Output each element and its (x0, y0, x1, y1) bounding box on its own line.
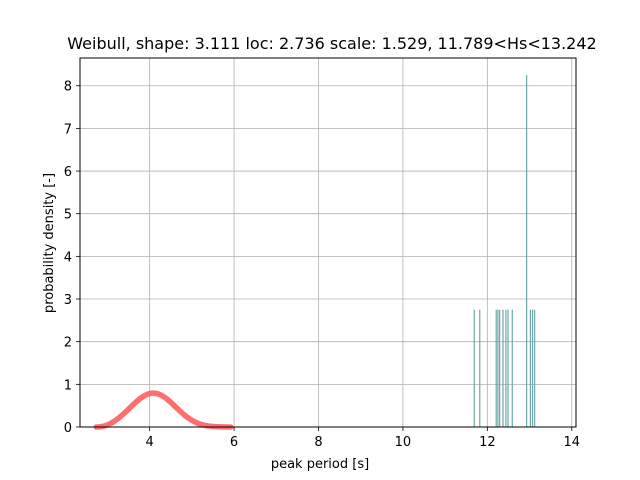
histogram-bar (498, 309, 501, 427)
histogram-bar (526, 75, 528, 427)
grid-lines (80, 58, 576, 428)
histogram-bar (497, 309, 499, 427)
histogram-bar (511, 309, 513, 427)
y-tick-label: 1 (64, 378, 72, 393)
y-tick-label: 0 (64, 421, 72, 436)
x-tick-label: 4 (146, 435, 154, 450)
x-tick-label: 10 (395, 435, 412, 450)
x-axis-ticks: 4 6 8 10 12 14 (146, 427, 581, 450)
histogram-bar (534, 309, 536, 427)
plot-frame (79, 57, 577, 428)
x-tick-label: 14 (564, 435, 581, 450)
histogram-bar (507, 309, 509, 427)
y-axis-ticks: 0 1 2 3 4 5 6 7 8 (64, 80, 80, 436)
y-tick-label: 4 (64, 250, 72, 265)
y-axis-label: probability density [-] (42, 173, 57, 313)
chart-title: Weibull, shape: 3.111 loc: 2.736 scale: … (67, 34, 596, 53)
histogram-bar (529, 309, 532, 427)
histogram-bar (479, 309, 481, 427)
x-tick-label: 12 (479, 435, 496, 450)
y-tick-label: 7 (64, 122, 72, 137)
x-axis-label: peak period [s] (271, 457, 369, 472)
histogram-bar (505, 309, 507, 427)
histogram-bar (531, 309, 534, 427)
histogram-bars (473, 75, 536, 427)
histogram-bar (502, 309, 504, 427)
y-tick-label: 6 (64, 165, 72, 180)
y-tick-label: 5 (64, 208, 72, 223)
y-tick-label: 3 (64, 293, 72, 308)
x-tick-label: 6 (230, 435, 238, 450)
y-tick-label: 2 (64, 336, 72, 351)
y-tick-label: 8 (64, 80, 72, 95)
x-tick-label: 8 (314, 435, 322, 450)
weibull-fit-curve (93, 390, 234, 430)
fit-curve-layer (93, 390, 234, 430)
histogram-bar (473, 309, 475, 427)
histogram-bar (495, 309, 497, 427)
